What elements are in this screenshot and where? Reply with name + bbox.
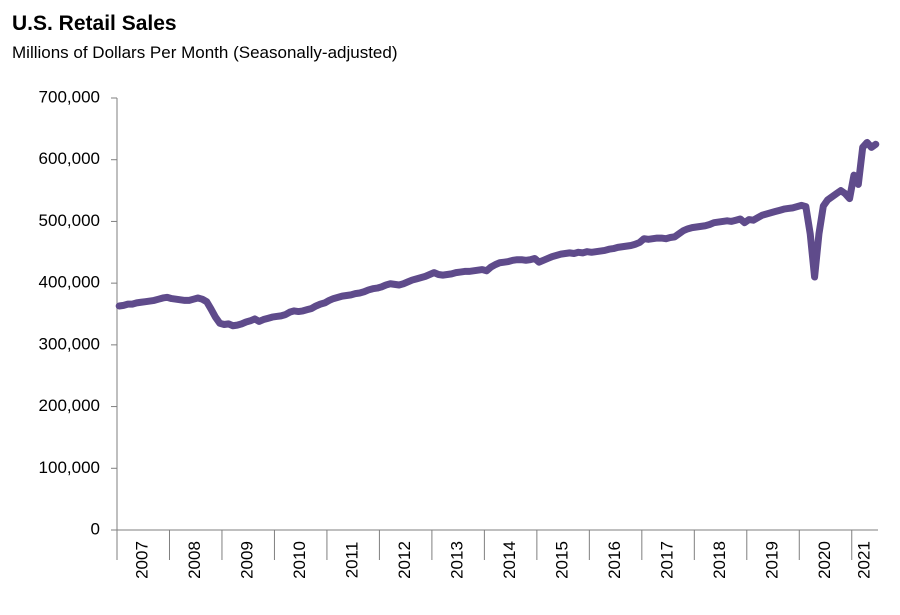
x-tick-label: 2017 [658,541,677,579]
x-tick-label: 2013 [448,541,467,579]
chart-title: U.S. Retail Sales [12,12,177,35]
x-tick-label: 2016 [605,541,624,579]
x-tick-label: 2015 [553,541,572,579]
data-line [115,138,880,330]
x-tick-label: 2007 [133,541,152,579]
y-tick-label: 700,000 [39,87,100,106]
y-tick-label: 600,000 [39,149,100,168]
y-tick-label: 500,000 [39,211,100,230]
x-tick-label: 2012 [395,541,414,579]
chart-subtitle: Millions of Dollars Per Month (Seasonall… [12,43,398,62]
x-tick-label: 2010 [290,541,309,579]
x-tick-label: 2014 [500,541,519,579]
y-tick-label: 400,000 [39,273,100,292]
x-tick-label: 2011 [343,542,362,579]
y-tick-label: 100,000 [39,458,100,477]
x-tick-label: 2021 [854,541,873,579]
y-tick-label: 300,000 [39,334,100,353]
x-tick-label: 2019 [763,541,782,579]
y-tick-label: 200,000 [39,396,100,415]
y-tick-label: 0 [91,519,100,538]
x-tick-label: 2018 [710,541,729,579]
x-tick-label: 2020 [815,541,834,579]
x-tick-label: 2009 [238,541,257,579]
x-tick-label: 2008 [185,541,204,579]
